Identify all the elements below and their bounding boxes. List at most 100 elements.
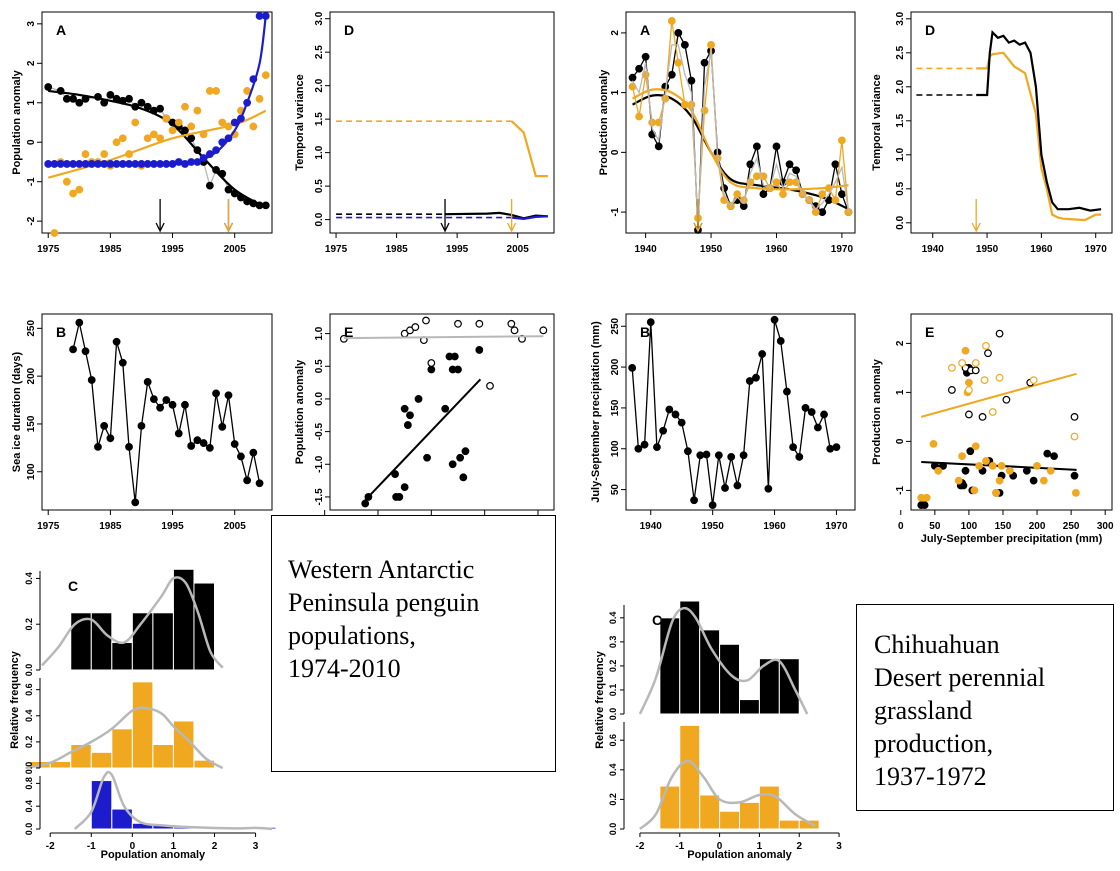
data-point-pB2-black bbox=[739, 451, 748, 460]
data-point-pE2-orange bbox=[970, 486, 979, 495]
y-tick-label-pD1: 3.0 bbox=[314, 11, 325, 25]
x-tick-label-pC1: 3 bbox=[253, 841, 259, 852]
density-curve-pC1-2 bbox=[73, 770, 273, 831]
histogram-bar-pC1-1 bbox=[131, 681, 154, 769]
y-tick-label-pB2: 100 bbox=[610, 440, 621, 457]
panel-letter-pA: A bbox=[56, 22, 66, 38]
data-point-pB1-black bbox=[94, 442, 102, 451]
plot-frame-pD2 bbox=[910, 11, 1113, 234]
data-point-pA-black bbox=[125, 94, 133, 103]
panel-letter-pE2: E bbox=[925, 324, 934, 340]
y-tick-label-pE2: -1 bbox=[895, 486, 906, 495]
data-point-pE2-orange bbox=[982, 457, 990, 465]
data-point-pE2-orange bbox=[934, 466, 943, 475]
y-tick-label-pE2: 0 bbox=[895, 438, 906, 444]
data-point-pE1-black bbox=[400, 483, 409, 492]
histogram-bar-pC1-0 bbox=[193, 582, 215, 671]
x-tick-label-pC2: 1 bbox=[757, 841, 763, 852]
x-tick-label-pC1: 0 bbox=[130, 841, 136, 852]
data-point-pE1-black bbox=[403, 421, 412, 429]
histogram-bar-pC2-1 bbox=[778, 819, 800, 830]
data-point-pB2-black bbox=[752, 373, 760, 382]
y-tick-label-pC1: 0.4 bbox=[24, 710, 34, 723]
data-point-pA2-orange bbox=[772, 178, 781, 187]
histogram-bar-pC1-1 bbox=[152, 744, 174, 769]
data-point-pE1-black bbox=[395, 493, 404, 501]
data-point-pE1-black bbox=[406, 411, 414, 420]
data-point-pE1-black bbox=[450, 352, 459, 361]
data-point-pA-blue bbox=[255, 12, 264, 20]
data-point-pA2-orange bbox=[831, 196, 840, 205]
data-point-pA2-black bbox=[654, 142, 663, 151]
x-axis-label-pC1: Population anomaly bbox=[101, 849, 206, 861]
data-point-pA-orange bbox=[193, 106, 202, 115]
data-point-pA-orange bbox=[255, 94, 264, 103]
data-point-pA2-black bbox=[667, 70, 676, 79]
x-tick-label-pA2: 1960 bbox=[765, 244, 788, 255]
smoothed-trend-pA2-black bbox=[632, 94, 849, 211]
y-tick-label-pB1: 100 bbox=[26, 463, 37, 480]
panel-letter-pC2: C bbox=[652, 612, 662, 628]
variance-line-pD1-blue bbox=[511, 215, 548, 221]
histogram-bar-pC2-1 bbox=[758, 785, 780, 830]
histogram-bar-pC1-2 bbox=[111, 808, 133, 830]
data-point-pB1-black bbox=[156, 403, 165, 412]
y-tick-label-pD2: 0.5 bbox=[895, 181, 906, 195]
y-tick-label-pA: 2 bbox=[26, 60, 37, 66]
y-tick-label-pA2: 2 bbox=[610, 30, 621, 36]
x-tick-label-pB2: 1940 bbox=[640, 521, 663, 532]
variance-line-pD2-orange bbox=[976, 51, 1102, 222]
y-tick-label-pC2: 0.2 bbox=[608, 793, 618, 806]
data-point-pB2-black bbox=[677, 418, 686, 427]
y-tick-label-pA: -2 bbox=[26, 216, 37, 225]
x-tick-label-pA: 2005 bbox=[224, 244, 247, 255]
y-tick-label-pD2: 2.0 bbox=[895, 79, 906, 93]
data-point-pB1-black bbox=[100, 421, 109, 430]
data-point-pB1-black bbox=[193, 436, 202, 445]
panel-letter-pE1: E bbox=[344, 324, 353, 340]
data-point-pE1-black bbox=[423, 453, 431, 462]
data-point-pE2-black bbox=[978, 413, 987, 421]
data-point-pB1-black bbox=[112, 337, 121, 346]
data-point-pE2-orange bbox=[958, 452, 967, 461]
y-tick-label-pE1: -1.0 bbox=[314, 455, 325, 473]
y-tick-label-pB2: 50 bbox=[610, 484, 621, 496]
data-point-pE2-black bbox=[971, 366, 980, 375]
y-axis-label-pE2: Production anomaly bbox=[871, 358, 883, 465]
plot-frame-pE2 bbox=[910, 313, 1113, 511]
data-point-pE2-black bbox=[995, 329, 1004, 338]
x-tick-label-pE2: 250 bbox=[1063, 521, 1080, 532]
x-tick-label-pE2: 50 bbox=[929, 521, 941, 532]
data-point-pA-orange bbox=[168, 126, 177, 135]
y-tick-label-pC1: 0.0 bbox=[24, 823, 34, 836]
y-tick-label-pE2: 1 bbox=[895, 389, 906, 395]
x-tick-label-pD1: 1975 bbox=[325, 244, 348, 255]
x-tick-label-pD1: 2005 bbox=[507, 244, 530, 255]
data-point-pE1-black bbox=[391, 470, 399, 478]
x-tick-label-pA2: 1970 bbox=[831, 244, 854, 255]
smoothed-trend-pA-blue bbox=[48, 15, 267, 166]
data-point-pE2-orange bbox=[1005, 466, 1014, 475]
y-tick-label-pA2: 0 bbox=[610, 149, 621, 155]
y-tick-label-pE2: 2 bbox=[895, 340, 906, 346]
data-point-pE2-orange bbox=[971, 359, 980, 367]
y-tick-label-pB2: 200 bbox=[610, 358, 621, 375]
data-point-pA2-black bbox=[687, 76, 696, 85]
data-point-pA-orange bbox=[212, 87, 220, 95]
y-tick-label-pC1: 0.0 bbox=[24, 664, 34, 677]
y-tick-label-pD2: 2.5 bbox=[895, 45, 906, 59]
x-tick-label-pC1: -2 bbox=[46, 841, 55, 852]
y-tick-label-pA: 3 bbox=[26, 21, 37, 27]
data-point-pB2-black bbox=[758, 350, 767, 358]
data-point-pE2-black bbox=[965, 410, 973, 419]
histogram-bar-pC2-1 bbox=[739, 801, 760, 830]
data-point-pA2-orange bbox=[838, 136, 846, 145]
data-point-pB1-black bbox=[218, 422, 227, 431]
data-point-pB2-black bbox=[813, 423, 822, 432]
data-point-pE1-black bbox=[414, 395, 423, 403]
plot-frame-pA bbox=[41, 11, 273, 234]
data-point-pA-orange bbox=[181, 102, 189, 111]
histogram-bar-pC2-1 bbox=[798, 819, 820, 830]
x-tick-label-pA: 1985 bbox=[99, 244, 122, 255]
data-point-pE2-black bbox=[966, 447, 975, 456]
